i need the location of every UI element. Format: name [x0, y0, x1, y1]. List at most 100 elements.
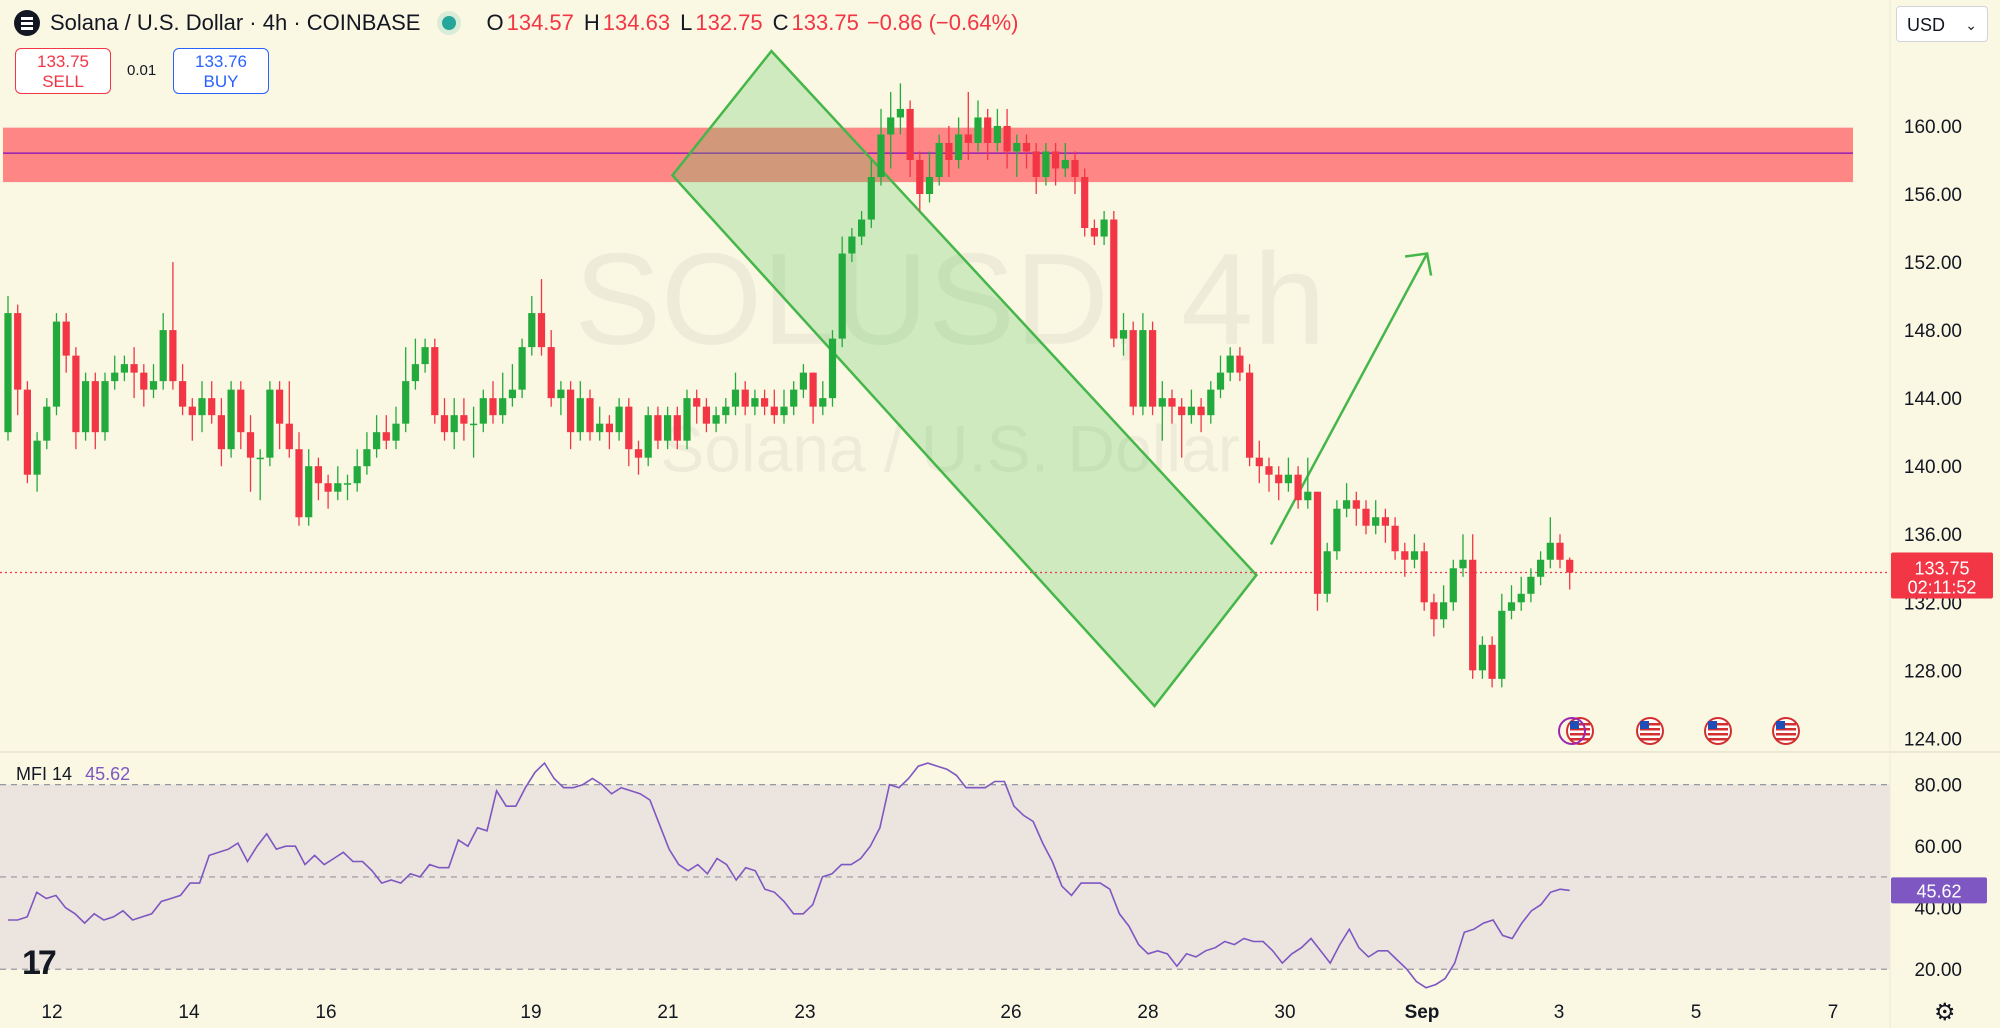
candle[interactable]	[673, 406, 681, 450]
candle[interactable]	[1352, 491, 1360, 526]
candle[interactable]	[1149, 321, 1157, 416]
candle[interactable]	[266, 381, 274, 467]
candle[interactable]	[1401, 542, 1409, 577]
candle[interactable]	[392, 406, 400, 450]
candle[interactable]	[14, 304, 22, 416]
candle[interactable]	[246, 415, 255, 492]
candle[interactable]	[867, 159, 875, 229]
symbol-title[interactable]: Solana / U.S. Dollar · 4h · COINBASE	[50, 10, 421, 35]
candle[interactable]	[237, 381, 245, 450]
candle[interactable]	[858, 211, 866, 246]
candle[interactable]	[4, 296, 12, 441]
mfi-legend[interactable]: MFI 14 45.62	[16, 764, 130, 785]
candle[interactable]	[1507, 585, 1516, 620]
candle[interactable]	[1323, 542, 1331, 603]
candle[interactable]	[353, 449, 361, 492]
candle[interactable]	[43, 398, 51, 450]
candle[interactable]	[1003, 108, 1011, 169]
candle[interactable]	[1566, 557, 1574, 590]
candle[interactable]	[1488, 636, 1496, 688]
candle[interactable]	[974, 100, 982, 152]
candle[interactable]	[1129, 321, 1137, 416]
candle[interactable]	[1178, 398, 1186, 458]
candle[interactable]	[848, 228, 856, 263]
candle[interactable]	[955, 117, 963, 169]
candle[interactable]	[1013, 134, 1021, 177]
candle[interactable]	[596, 406, 604, 441]
candle[interactable]	[499, 372, 507, 424]
candle[interactable]	[712, 406, 720, 433]
candle[interactable]	[925, 151, 934, 203]
candle[interactable]	[1090, 219, 1098, 246]
candle[interactable]	[1197, 398, 1205, 433]
candle[interactable]	[256, 449, 264, 501]
candle[interactable]	[1168, 389, 1176, 424]
candle[interactable]	[470, 406, 478, 458]
candle[interactable]	[1061, 142, 1069, 177]
candle[interactable]	[402, 347, 410, 433]
candle[interactable]	[1420, 542, 1428, 611]
candle[interactable]	[179, 364, 187, 416]
candle[interactable]	[1042, 142, 1050, 186]
candle[interactable]	[431, 338, 439, 424]
candle[interactable]	[62, 313, 70, 373]
candle[interactable]	[227, 381, 235, 458]
candle[interactable]	[1081, 168, 1089, 237]
candle[interactable]	[159, 313, 167, 390]
candle[interactable]	[343, 474, 352, 501]
candle[interactable]	[1052, 142, 1060, 186]
candle[interactable]	[683, 389, 691, 450]
candle[interactable]	[751, 389, 759, 416]
candle[interactable]	[120, 355, 128, 382]
candle[interactable]	[1032, 142, 1040, 195]
candle[interactable]	[1381, 508, 1389, 543]
candle[interactable]	[52, 313, 61, 416]
candle[interactable]	[1449, 559, 1457, 611]
settings-icon[interactable]: ⚙	[1934, 999, 1956, 1026]
candle[interactable]	[285, 381, 293, 458]
candle[interactable]	[1265, 457, 1273, 492]
candle[interactable]	[450, 398, 458, 450]
candle[interactable]	[1313, 491, 1322, 611]
candle[interactable]	[1343, 483, 1351, 518]
candle[interactable]	[314, 457, 322, 501]
candle[interactable]	[877, 108, 885, 186]
candle[interactable]	[567, 381, 575, 450]
candle[interactable]	[896, 83, 904, 135]
candle[interactable]	[1537, 551, 1545, 586]
candle[interactable]	[198, 381, 206, 433]
candle[interactable]	[188, 398, 196, 441]
candle[interactable]	[576, 381, 584, 441]
sell-button[interactable]: 133.75 SELL	[15, 48, 111, 94]
candle[interactable]	[1158, 381, 1166, 441]
candle[interactable]	[1284, 457, 1292, 492]
candle[interactable]	[1304, 457, 1312, 509]
candle[interactable]	[1226, 347, 1234, 382]
candle[interactable]	[654, 406, 662, 450]
candle[interactable]	[664, 406, 672, 450]
candle[interactable]	[906, 100, 914, 177]
candle[interactable]	[1255, 440, 1263, 484]
candle[interactable]	[382, 415, 390, 450]
descending-channel[interactable]	[670, 49, 1259, 709]
candle[interactable]	[1556, 534, 1564, 569]
candle[interactable]	[411, 338, 419, 390]
candle[interactable]	[1362, 500, 1370, 535]
candle[interactable]	[1372, 500, 1380, 535]
us-flag-event-icon[interactable]	[1704, 717, 1732, 745]
candle[interactable]	[605, 415, 613, 450]
candle[interactable]	[91, 372, 99, 450]
candle[interactable]	[1517, 576, 1525, 611]
candle[interactable]	[625, 398, 633, 467]
candle[interactable]	[217, 398, 225, 467]
candle[interactable]	[528, 296, 536, 356]
candle[interactable]	[838, 236, 846, 348]
candle[interactable]	[644, 406, 652, 467]
candle[interactable]	[1207, 381, 1215, 424]
candle[interactable]	[1110, 211, 1118, 348]
candle[interactable]	[634, 440, 643, 475]
candle[interactable]	[305, 449, 313, 526]
candle[interactable]	[363, 432, 371, 475]
candle[interactable]	[586, 389, 594, 441]
